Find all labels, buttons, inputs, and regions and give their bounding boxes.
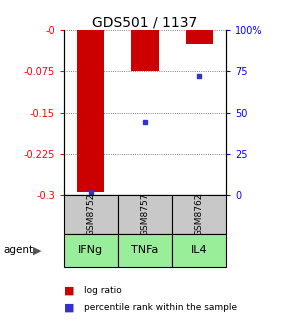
Bar <box>172 195 226 234</box>
Text: agent: agent <box>3 245 33 255</box>
Bar <box>172 234 226 267</box>
Text: GSM8757: GSM8757 <box>140 193 150 236</box>
Bar <box>118 195 172 234</box>
Bar <box>118 234 172 267</box>
Text: log ratio: log ratio <box>84 286 122 295</box>
Text: TNFa: TNFa <box>131 245 159 255</box>
Text: ■: ■ <box>64 286 78 296</box>
Text: ▶: ▶ <box>33 245 42 255</box>
Bar <box>64 234 118 267</box>
Text: GDS501 / 1137: GDS501 / 1137 <box>93 15 197 29</box>
Text: GSM8752: GSM8752 <box>86 193 95 236</box>
Bar <box>77 30 104 192</box>
Text: ■: ■ <box>64 302 78 312</box>
Text: percentile rank within the sample: percentile rank within the sample <box>84 303 237 312</box>
Text: GSM8762: GSM8762 <box>195 193 204 236</box>
Bar <box>131 30 159 72</box>
Bar <box>64 195 118 234</box>
Text: IFNg: IFNg <box>78 245 104 255</box>
Bar <box>186 30 213 44</box>
Text: IL4: IL4 <box>191 245 207 255</box>
